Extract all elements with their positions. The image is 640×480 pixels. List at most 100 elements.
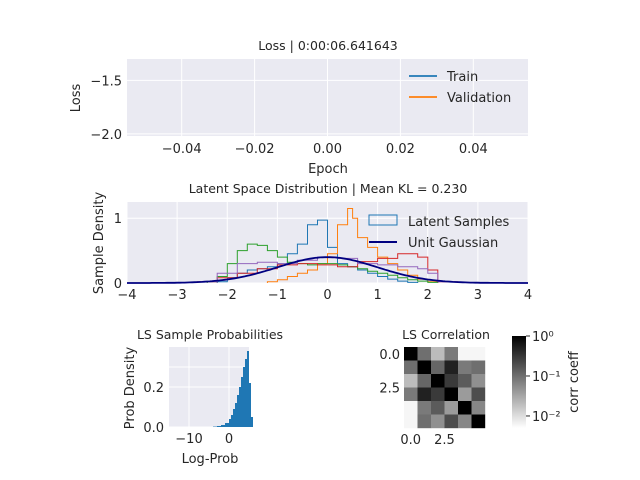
probabilities-panel: LS Sample Probabilities Log-Prob Prob De… — [123, 327, 283, 467]
correlation-cell — [471, 387, 486, 402]
probabilities-xlabel: Log-Prob — [182, 452, 239, 467]
probability-bar — [241, 377, 243, 427]
loss-ytick-label: −2.0 — [90, 128, 122, 143]
loss-panel: Loss | 0:00:06.641643 Epoch Loss −0.04 −0… — [69, 38, 528, 177]
probabilities-xtick-label: 0 — [225, 432, 233, 447]
latent-title: Latent Space Distribution | Mean KL = 0.… — [189, 181, 468, 196]
colorbar — [512, 336, 526, 428]
probability-bar — [233, 409, 235, 427]
probability-bar — [249, 383, 251, 427]
correlation-cell — [471, 374, 486, 388]
correlation-cell — [431, 414, 445, 429]
loss-ytick-label: −1.5 — [90, 74, 122, 89]
correlation-cell — [471, 347, 486, 361]
correlation-cell — [404, 360, 418, 375]
correlation-cell — [404, 387, 418, 402]
correlation-cell — [417, 387, 432, 402]
correlation-cell — [404, 414, 418, 429]
colorbar-label: corr coeff — [567, 350, 582, 413]
probabilities-ytick-label: 0.2 — [143, 381, 164, 396]
correlation-panel: LS Correlation 0.0 2.5 0.0 2.5 10⁰ 10⁻¹ 10⁻²… — [379, 327, 582, 448]
legend-train-label: Train — [446, 70, 478, 85]
correlation-cell — [444, 387, 459, 402]
correlation-cell — [458, 360, 472, 375]
probability-bar — [235, 403, 237, 427]
probability-bar — [217, 426, 221, 427]
latent-xtick-label: −3 — [168, 288, 187, 303]
legend-validation-label: Validation — [447, 91, 511, 106]
loss-ylabel: Loss — [69, 84, 84, 113]
latent-ytick-label: 0 — [114, 277, 122, 292]
loss-xtick-label: 0.02 — [386, 142, 415, 157]
legend-latent-samples-label: Latent Samples — [408, 215, 510, 230]
correlation-cell — [444, 347, 459, 361]
probability-bar — [237, 395, 239, 427]
legend-latent-samples-swatch — [368, 214, 398, 226]
correlation-cell — [404, 374, 418, 388]
correlation-cell — [444, 360, 459, 375]
loss-xtick-label: 0.04 — [459, 142, 488, 157]
correlation-cell — [471, 414, 486, 429]
latent-xtick-label: 4 — [524, 288, 532, 303]
latent-sample-histogram-1 — [266, 208, 439, 283]
correlation-cell — [444, 374, 459, 388]
loss-title: Loss | 0:00:06.641643 — [258, 38, 397, 53]
unit-gaussian-curve — [127, 256, 528, 284]
loss-xtick-label: −0.02 — [235, 142, 275, 157]
legend-unit-gaussian-label: Unit Gaussian — [408, 236, 498, 251]
correlation-cell — [417, 401, 432, 415]
correlation-cell — [471, 401, 486, 415]
probability-bar — [239, 387, 241, 427]
probability-bar — [251, 417, 253, 427]
correlation-cell — [458, 401, 472, 415]
correlation-cell — [417, 360, 432, 375]
probabilities-title: LS Sample Probabilities — [137, 327, 283, 342]
correlation-cell — [417, 374, 432, 388]
latent-xtick-label: −1 — [268, 288, 287, 303]
latent-ylabel: Sample Density — [92, 192, 107, 295]
correlation-cell — [431, 347, 445, 361]
probability-bar — [225, 423, 229, 427]
latent-xtick-label: −4 — [117, 288, 136, 303]
correlation-ytick-label: 2.5 — [379, 382, 400, 397]
correlation-cell — [431, 401, 445, 415]
correlation-cell — [444, 414, 459, 429]
correlation-xtick-label: 0.0 — [400, 433, 421, 448]
correlation-cell — [431, 360, 445, 375]
latent-xtick-label: 0 — [323, 288, 331, 303]
correlation-cell — [431, 374, 445, 388]
loss-xtick-label: −0.04 — [162, 142, 202, 157]
correlation-cell — [471, 360, 486, 375]
colorbar-tick-label: 10⁰ — [532, 330, 554, 345]
correlation-ytick-label: 0.0 — [379, 348, 400, 363]
latent-xtick-label: −2 — [218, 288, 237, 303]
probability-bar — [231, 415, 233, 427]
loss-legend: Train Validation — [409, 70, 511, 106]
correlation-cell — [417, 414, 432, 429]
colorbar-tick-label: 10⁻² — [532, 410, 561, 425]
correlation-cell — [458, 374, 472, 388]
correlation-cell — [458, 414, 472, 429]
probability-bar — [245, 359, 247, 427]
latent-ytick-label: 1 — [114, 212, 122, 227]
correlation-cell — [417, 347, 432, 361]
probability-bar — [247, 351, 249, 427]
correlation-cell — [458, 387, 472, 402]
correlation-cell — [404, 401, 418, 415]
colorbar-tick-label: 10⁻¹ — [532, 370, 561, 385]
loss-xtick-label: 0.00 — [313, 142, 342, 157]
latent-sample-histogram-3 — [196, 253, 459, 283]
loss-xlabel: Epoch — [308, 162, 348, 177]
latent-xtick-label: 3 — [474, 288, 482, 303]
correlation-cell — [404, 347, 418, 361]
latent-xtick-label: 1 — [373, 288, 381, 303]
latent-sample-histogram-0 — [216, 219, 419, 283]
latent-panel: Latent Space Distribution | Mean KL = 0.… — [92, 181, 532, 303]
correlation-cell — [458, 347, 472, 361]
probabilities-ylabel: Prob Density — [123, 346, 138, 429]
latent-legend: Latent Samples Unit Gaussian — [368, 214, 510, 251]
correlation-xtick-label: 2.5 — [434, 433, 455, 448]
probability-bar — [221, 425, 225, 427]
correlation-cell — [444, 401, 459, 415]
